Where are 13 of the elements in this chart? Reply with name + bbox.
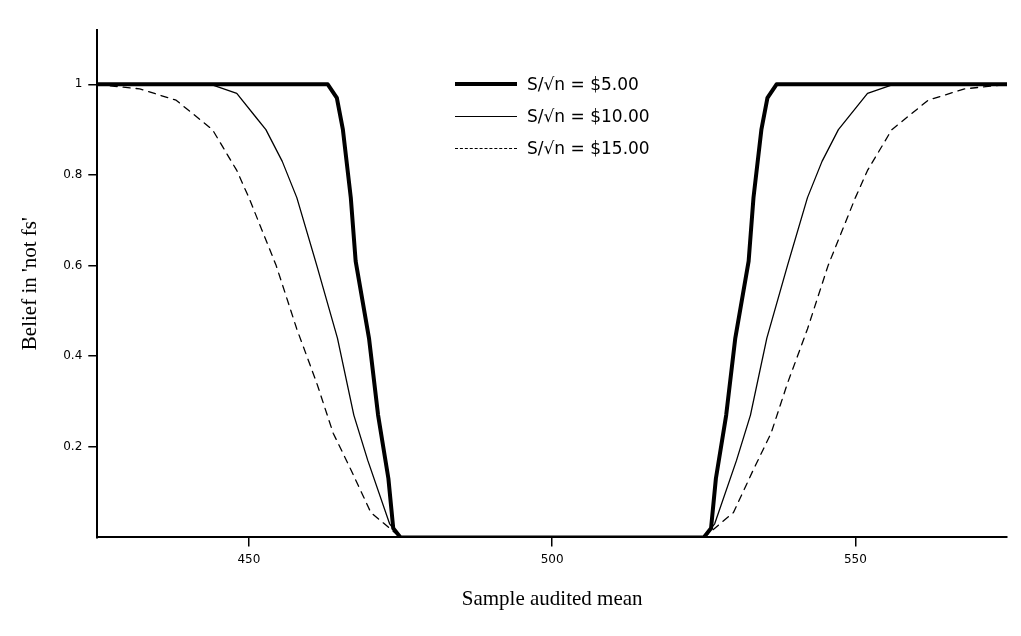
legend-label: S/√n = $10.00 bbox=[527, 106, 650, 126]
x-axis-title: Sample audited mean bbox=[461, 585, 644, 610]
y-tick-label: 0.4 bbox=[63, 348, 83, 363]
x-tick-label: 450 bbox=[237, 551, 261, 566]
legend-label: S/√n = $15.00 bbox=[527, 138, 650, 158]
x-tick-label: 550 bbox=[843, 551, 867, 566]
y-axis-title: Belief in 'not fs' bbox=[17, 217, 42, 351]
y-tick-label: 0.8 bbox=[63, 167, 83, 182]
y-tick-label: 1 bbox=[74, 76, 83, 91]
y-tick-label: 0.2 bbox=[63, 438, 83, 453]
x-tick-label: 500 bbox=[540, 551, 564, 566]
y-tick-label: 0.6 bbox=[63, 257, 83, 272]
legend-label: S/√n = $5.00 bbox=[527, 74, 639, 94]
